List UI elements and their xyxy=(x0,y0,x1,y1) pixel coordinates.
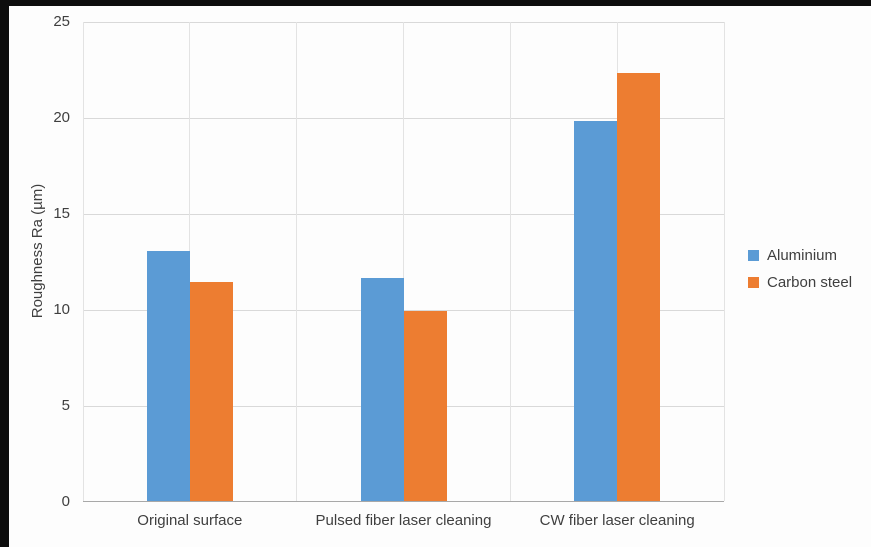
photo-border-left xyxy=(0,0,9,547)
bar-carbon-steel-original-surface xyxy=(189,282,233,501)
y-tick-label: 0 xyxy=(61,493,70,510)
gridline-vertical xyxy=(189,22,191,501)
y-tick-label: 5 xyxy=(61,397,70,414)
y-tick-label: 15 xyxy=(53,205,70,222)
gridline-vertical xyxy=(723,22,725,501)
bar-aluminium-original-surface xyxy=(146,251,190,501)
legend-swatch-aluminium xyxy=(748,250,759,261)
bar-carbon-steel-cw-fiber-laser-cleaning xyxy=(617,72,661,501)
legend: Aluminium Carbon steel xyxy=(748,247,852,291)
gridline-vertical xyxy=(403,22,404,501)
gridline-vertical xyxy=(296,22,298,501)
x-category-label: Pulsed fiber laser cleaning xyxy=(315,512,492,529)
y-axis-title: Roughness Ra (µm) xyxy=(29,183,46,319)
photo-border-top xyxy=(0,0,871,6)
legend-label: Carbon steel xyxy=(767,274,853,291)
legend-label: Aluminium xyxy=(767,247,838,264)
bar-carbon-steel-pulsed-fiber-laser-cleaning xyxy=(403,310,447,501)
bar-aluminium-cw-fiber-laser-cleaning xyxy=(574,120,618,501)
plot-area xyxy=(82,21,725,502)
y-tick-label: 25 xyxy=(53,13,70,30)
x-category-label: CW fiber laser cleaning xyxy=(539,512,695,529)
gridline-vertical xyxy=(82,22,84,501)
x-category-label: Original surface xyxy=(137,512,243,529)
y-tick-label: 10 xyxy=(53,301,70,318)
y-tick-label: 20 xyxy=(53,109,70,126)
legend-item-carbon-steel: Carbon steel xyxy=(748,274,852,291)
gridline-vertical xyxy=(509,22,511,501)
legend-swatch-carbon-steel xyxy=(748,277,759,288)
legend-item-aluminium: Aluminium xyxy=(748,247,852,264)
bar-aluminium-pulsed-fiber-laser-cleaning xyxy=(360,278,404,501)
